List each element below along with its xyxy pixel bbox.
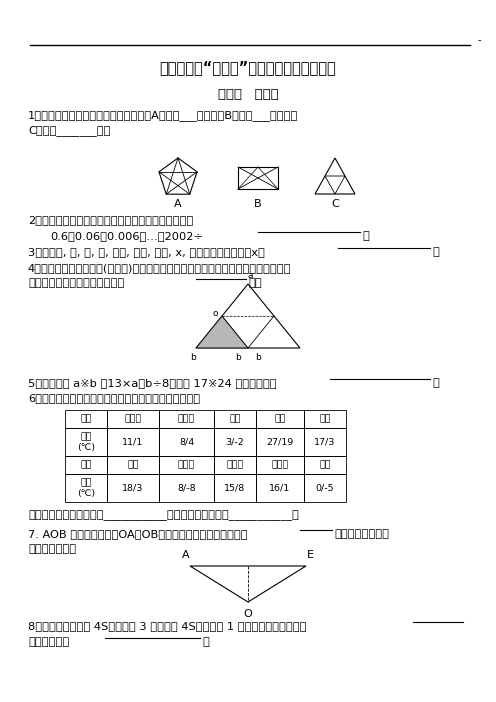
Text: 气温
(℃): 气温 (℃): [77, 432, 95, 451]
Text: 青山: 青山: [319, 461, 331, 470]
Text: 5．如果规定 a※b ＝13×a－b÷8，那么 17※24 的最后结果是: 5．如果规定 a※b ＝13×a－b÷8，那么 17※24 的最后结果是: [28, 378, 277, 388]
Text: o: o: [212, 310, 218, 319]
Text: 8．有的两位数，加 4S，就变成 3 位数；减 4S，就变成 1 位数，这样的两位数有: 8．有的两位数，加 4S，就变成 3 位数；减 4S，就变成 1 位数，这样的两…: [28, 621, 307, 631]
Text: 次就可以得到８个: 次就可以得到８个: [334, 529, 389, 539]
Text: 0.6＋0.06＋0.006＋…＝2002÷: 0.6＋0.06＋0.006＋…＝2002÷: [50, 231, 203, 241]
Bar: [159, 474, 214, 502]
Text: 。: 。: [432, 247, 439, 257]
Text: 17/3: 17/3: [314, 437, 336, 446]
Text: 16/1: 16/1: [269, 484, 291, 493]
Text: 6．气象局对部分旅游景区的某一天的气温预报如下表：: 6．气象局对部分旅游景区的某一天的气温预报如下表：: [28, 393, 200, 403]
Bar: [256, 410, 304, 428]
Text: 1．下边三个图中都有一些三角形，在图A中，有___个；在图B中，有___个；在图: 1．下边三个图中都有一些三角形，在图A中，有___个；在图B中，有___个；在图: [28, 110, 299, 121]
Text: 景区: 景区: [80, 414, 92, 423]
Bar: [159, 456, 214, 474]
Text: 气温
(℃): 气温 (℃): [77, 478, 95, 498]
Text: 武夷山: 武夷山: [271, 461, 289, 470]
Text: b: b: [255, 353, 261, 362]
Text: 2．写出下面等式右边空白处的数，使等式能够成立：: 2．写出下面等式右边空白处的数，使等式能够成立：: [28, 215, 193, 225]
Text: b: b: [235, 353, 241, 362]
Bar: [304, 474, 346, 502]
Text: 第一届小学“希望杯”数学邀请赛（第１试）: 第一届小学“希望杯”数学邀请赛（第１试）: [160, 60, 336, 76]
Bar: [65, 456, 107, 474]
Bar: [304, 410, 346, 428]
Text: E: E: [307, 550, 313, 560]
Text: 27/19: 27/19: [266, 437, 294, 446]
Bar: [304, 428, 346, 456]
Text: 大理: 大理: [127, 461, 139, 470]
Bar: [159, 428, 214, 456]
Bar: [107, 456, 159, 474]
Text: O: O: [244, 609, 252, 619]
Text: A: A: [174, 199, 182, 209]
Text: B: B: [254, 199, 262, 209]
Text: 它们的和等于: 它们的和等于: [28, 637, 69, 647]
Bar: [107, 474, 159, 502]
Text: 三亚: 三亚: [274, 414, 286, 423]
Bar: [304, 456, 346, 474]
Text: 张家界: 张家界: [178, 414, 195, 423]
Text: 15/8: 15/8: [224, 484, 246, 493]
Text: 四年级   第１试: 四年级 第１试: [218, 88, 278, 102]
Bar: [107, 428, 159, 456]
Text: C中，有_______个。: C中，有_______个。: [28, 126, 111, 136]
Text: 。: 。: [432, 378, 439, 388]
Text: 8/-8: 8/-8: [177, 484, 196, 493]
Text: 其中，温差最小的景区是___________，温差最大的景区是___________。: 其中，温差最小的景区是___________，温差最大的景区是_________…: [28, 510, 299, 522]
Text: 。: 。: [202, 637, 209, 647]
Text: 7. AOB 是三角形的纸，OA＝OB。图中的虚线是折痕。至少折: 7. AOB 是三角形的纸，OA＝OB。图中的虚线是折痕。至少折: [28, 529, 248, 539]
Bar: [214, 456, 256, 474]
Text: 三角形的面积是原三角形面积的: 三角形的面积是原三角形面积的: [28, 278, 124, 288]
Bar: [65, 474, 107, 502]
Bar: [65, 428, 107, 456]
Text: C: C: [331, 199, 339, 209]
Bar: [214, 410, 256, 428]
Text: 4．如图，将一个三角形(有阴影)的两条边分别延长２倍，得到一个大三角形，这个大: 4．如图，将一个三角形(有阴影)的两条边分别延长２倍，得到一个大三角形，这个大: [28, 263, 292, 273]
Text: a: a: [247, 271, 253, 280]
Polygon shape: [196, 316, 248, 348]
Bar: [65, 410, 107, 428]
Bar: [256, 428, 304, 456]
Text: 千岛湖: 千岛湖: [124, 414, 142, 423]
Text: 。: 。: [362, 231, 369, 241]
Text: 0/-5: 0/-5: [315, 484, 334, 493]
Text: -: -: [478, 35, 482, 45]
Text: 相同的三角形。: 相同的三角形。: [28, 544, 76, 554]
Bar: [159, 410, 214, 428]
Text: b: b: [190, 353, 196, 362]
Bar: [107, 410, 159, 428]
Bar: [214, 474, 256, 502]
Bar: [256, 456, 304, 474]
Text: 3．观察１, ２, ３, ６, １２, ２３, ４４, x, １６４的规律，可知x＝: 3．观察１, ２, ３, ６, １２, ２３, ４４, x, １６４的规律，可知…: [28, 247, 265, 257]
Text: 倍。: 倍。: [248, 278, 262, 288]
Text: 11/1: 11/1: [123, 437, 144, 446]
Text: 崂山岭: 崂山岭: [226, 461, 244, 470]
Text: A: A: [182, 550, 190, 560]
Text: 庐山: 庐山: [229, 414, 241, 423]
Text: 18/3: 18/3: [123, 484, 144, 493]
Text: 九寨沟: 九寨沟: [178, 461, 195, 470]
Text: 3/-2: 3/-2: [226, 437, 245, 446]
Bar: [214, 428, 256, 456]
Text: 丽江: 丽江: [319, 414, 331, 423]
Bar: [256, 474, 304, 502]
Text: 8/4: 8/4: [179, 437, 194, 446]
Text: 景区: 景区: [80, 461, 92, 470]
